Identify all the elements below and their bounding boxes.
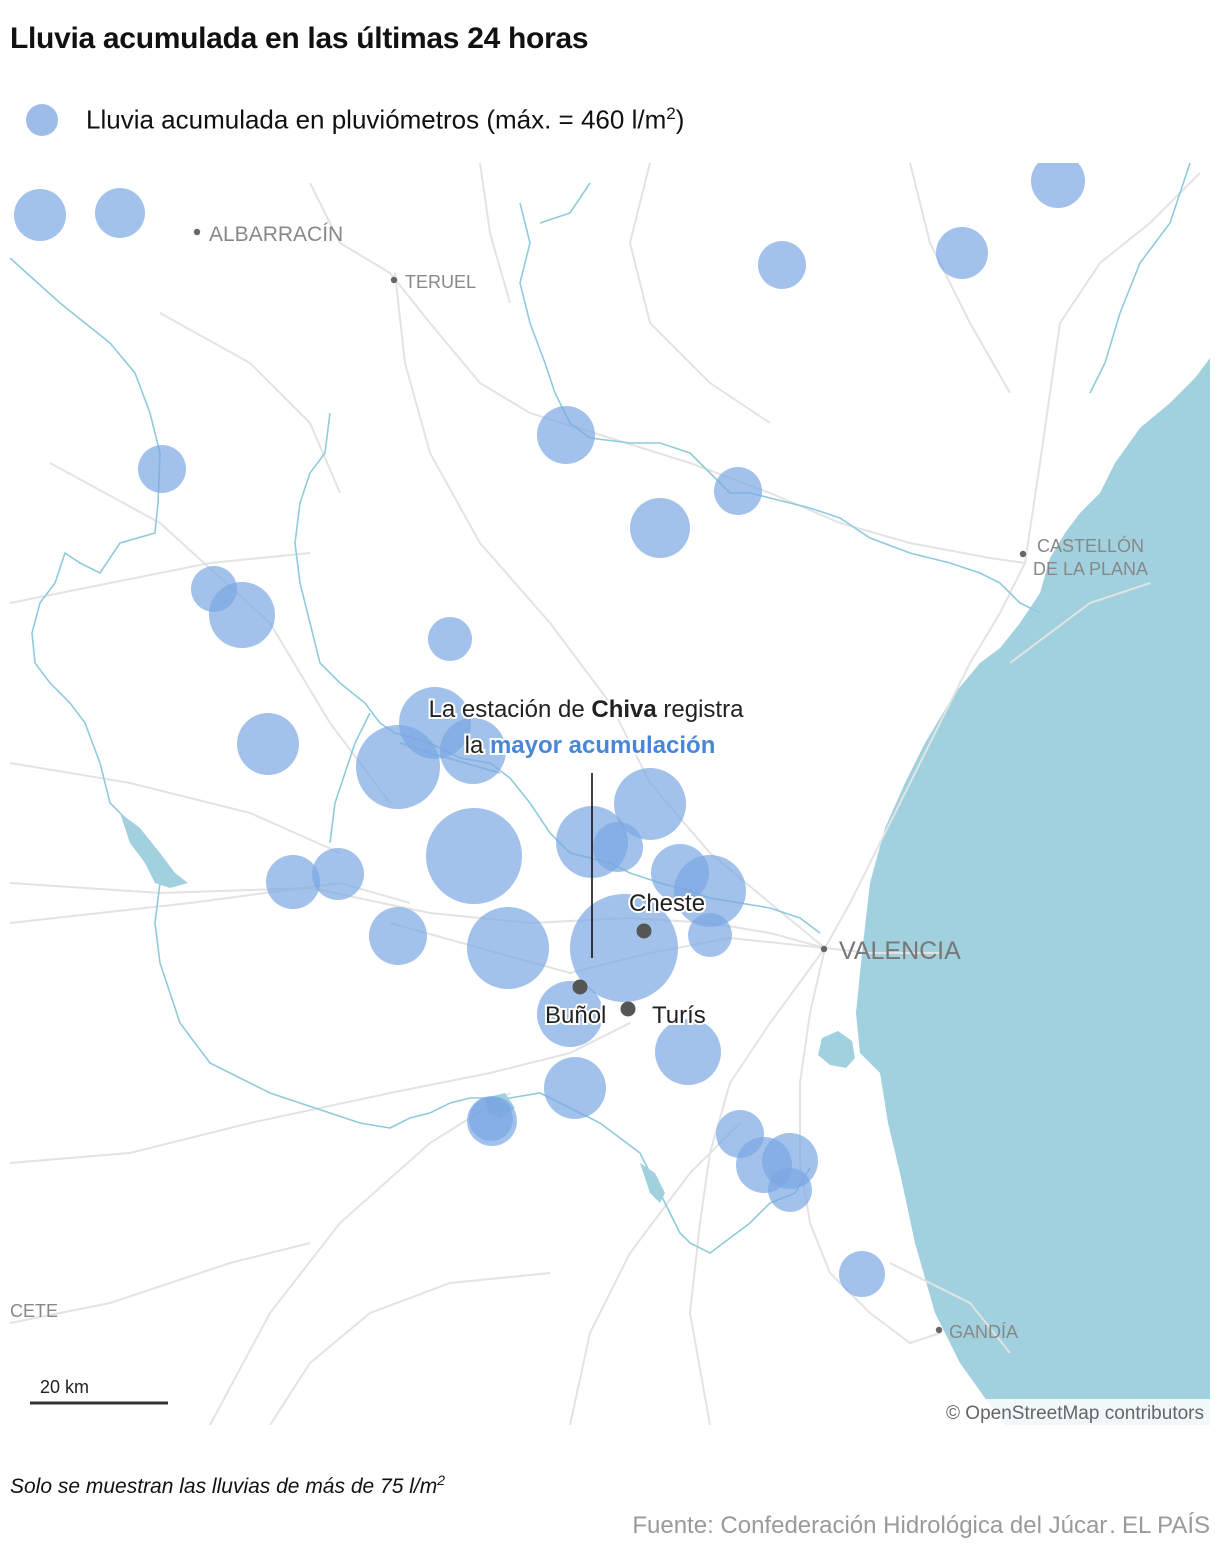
sea bbox=[856, 358, 1210, 1425]
rain-bubble bbox=[936, 227, 988, 279]
rain-bubble bbox=[467, 907, 549, 989]
rain-bubbles bbox=[14, 163, 1085, 1297]
legend-label-sup: 2 bbox=[666, 104, 676, 124]
town-dot-icon bbox=[390, 276, 398, 284]
rain-bubble bbox=[537, 981, 603, 1047]
rain-bubble bbox=[266, 855, 320, 909]
place-label-cheste: Cheste bbox=[629, 890, 705, 917]
rain-bubble bbox=[768, 1168, 812, 1212]
rain-bubble bbox=[544, 1057, 606, 1119]
legend: Lluvia acumulada en pluviómetros (máx. =… bbox=[26, 100, 684, 140]
rain-bubble bbox=[440, 718, 506, 784]
rain-bubble bbox=[614, 768, 686, 840]
town-label-castellon-1: CASTELLÓN bbox=[1037, 535, 1144, 556]
source-separator: . bbox=[1109, 1512, 1116, 1539]
scale-label: 20 km bbox=[40, 1377, 89, 1397]
rain-bubble bbox=[655, 1019, 721, 1085]
attribution-bg bbox=[900, 1399, 1210, 1425]
rain-bubble bbox=[209, 582, 275, 648]
rain-bubble bbox=[688, 913, 732, 957]
rain-bubble bbox=[312, 848, 364, 900]
rain-bubble bbox=[469, 1097, 513, 1141]
source-text: Fuente: Confederación Hidrológica del Jú… bbox=[632, 1512, 1108, 1539]
town-label-albarracin: ALBARRACÍN bbox=[209, 223, 343, 246]
annotation-line-1-post: registra bbox=[657, 696, 744, 723]
legend-label: Lluvia acumulada en pluviómetros (máx. =… bbox=[86, 104, 684, 136]
rain-bubble bbox=[95, 188, 145, 238]
albufera-lagoon bbox=[818, 1031, 855, 1068]
roads bbox=[10, 163, 1201, 1425]
place-label-turis: Turís bbox=[652, 1002, 706, 1029]
map-attribution: © OpenStreetMap contributors bbox=[946, 1403, 1204, 1424]
reference-towns: ALBARRACÍN TERUEL CASTELLÓN DE LA PLANA … bbox=[10, 223, 1148, 1342]
chart-title: Lluvia acumulada en las últimas 24 horas bbox=[10, 22, 589, 55]
footnote-sup: 2 bbox=[437, 1472, 445, 1488]
scale-bar: 20 km bbox=[30, 1377, 168, 1405]
rain-bubble bbox=[674, 855, 746, 927]
town-dot-icon bbox=[193, 228, 201, 236]
footnote: Solo se muestran las lluvias de más de 7… bbox=[10, 1472, 445, 1499]
legend-label-close: ) bbox=[675, 104, 685, 135]
annotation-highlight: mayor acumulación bbox=[490, 732, 715, 759]
town-dot-icon bbox=[935, 1326, 943, 1334]
legend-bubble-icon bbox=[26, 104, 58, 136]
source-credit: Fuente: Confederación Hidrológica del Jú… bbox=[632, 1512, 1210, 1540]
rain-bubble bbox=[356, 725, 440, 809]
town-label-teruel: TERUEL bbox=[405, 272, 476, 292]
rain-bubble bbox=[426, 808, 522, 904]
rainfall-map[interactable]: ALBARRACÍN TERUEL CASTELLÓN DE LA PLANA … bbox=[10, 163, 1210, 1425]
town-label-albacete: CETE bbox=[10, 1301, 58, 1321]
rain-bubble bbox=[138, 445, 186, 493]
rain-bubble bbox=[630, 498, 690, 558]
annotation-chiva: Chiva bbox=[591, 696, 657, 723]
rain-bubble-max-chiva bbox=[570, 894, 678, 1002]
rain-bubble bbox=[537, 406, 595, 464]
highlighted-places: Cheste Buñol Turís bbox=[543, 888, 708, 1031]
town-dot-icon bbox=[1019, 550, 1027, 558]
source-brand: EL PAÍS bbox=[1121, 1512, 1210, 1539]
town-dot-icon bbox=[820, 945, 828, 953]
annotation-line-2: la mayor acumulación bbox=[465, 732, 716, 759]
place-dot-icon bbox=[636, 923, 652, 939]
rain-bubble bbox=[14, 189, 66, 241]
place-dot-icon bbox=[572, 979, 588, 995]
town-label-castellon-2: DE LA PLANA bbox=[1033, 559, 1148, 579]
town-label-gandia: GANDÍA bbox=[949, 1322, 1018, 1342]
annotation-line-1: La estación de Chiva registra bbox=[429, 696, 745, 723]
footnote-text: Solo se muestran las lluvias de más de 7… bbox=[10, 1475, 438, 1498]
rain-bubble bbox=[758, 241, 806, 289]
rain-bubble bbox=[428, 617, 472, 661]
legend-label-text: Lluvia acumulada en pluviómetros (máx. =… bbox=[86, 104, 667, 135]
place-label-bunol: Buñol bbox=[545, 1002, 606, 1029]
chiva-annotation: La estación de Chiva registra la mayor a… bbox=[427, 694, 746, 958]
rain-bubble bbox=[593, 822, 643, 872]
rain-bubble bbox=[369, 907, 427, 965]
annotation-line-1-pre: La estación de bbox=[429, 696, 592, 723]
place-dot-icon bbox=[620, 1001, 636, 1017]
map-canvas: ALBARRACÍN TERUEL CASTELLÓN DE LA PLANA … bbox=[10, 163, 1210, 1425]
town-label-valencia: VALENCIA bbox=[839, 937, 961, 965]
rain-bubble bbox=[237, 713, 299, 775]
annotation-line-2-pre: la bbox=[465, 732, 490, 759]
rain-bubble bbox=[1031, 163, 1085, 208]
rain-bubble bbox=[839, 1251, 885, 1297]
rain-bubble bbox=[714, 467, 762, 515]
